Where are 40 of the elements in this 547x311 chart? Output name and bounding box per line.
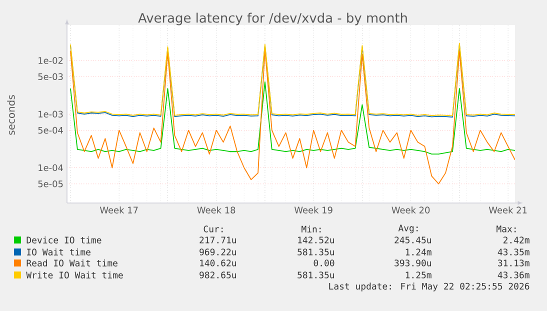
text: 217.71u [200, 236, 236, 244]
y-tick-label: 5e-05 [38, 180, 63, 188]
x-tick-label: Week 21 [488, 206, 527, 214]
x-tick-label: Week 18 [197, 206, 236, 214]
legend-label: Read IO Wait time [26, 260, 118, 266]
text: Avg: [398, 224, 418, 234]
y-tick-label: 1e-04 [38, 164, 63, 172]
y-axis-title: seconds [7, 95, 15, 135]
text: 31.13m [498, 260, 530, 266]
text: 2.42m [503, 236, 530, 244]
text: 581.35u [298, 248, 334, 256]
text: Cur: [204, 226, 223, 232]
legend-label: Device IO time [26, 236, 102, 244]
text: 982.65u [200, 272, 236, 278]
text: 969.22u [200, 248, 236, 256]
y-tick-label: 1e-03 [38, 110, 63, 118]
text: 1.24m [406, 248, 432, 256]
text: 245.45u [394, 236, 432, 244]
legend-label: IO Wait time [27, 248, 90, 256]
text: 393.90u [394, 260, 432, 266]
chart-title: Average latency for /dev/xvda - by month [138, 12, 407, 26]
text: 43.35m [498, 248, 530, 256]
legend-label: Write IO Wait time [26, 272, 123, 278]
text: Last update: Fri May 22 02:25:55 2026 [329, 282, 530, 292]
text: 140.62u [200, 260, 236, 266]
x-tick-label: Week 17 [100, 206, 138, 214]
text: Max: [496, 226, 516, 232]
text: 43.36m [498, 272, 530, 278]
text: 1.25m [406, 272, 432, 278]
text: 142.52u [298, 236, 334, 244]
y-tick-label: 1e-02 [38, 57, 63, 64]
line-series [70, 81, 516, 155]
x-tick-label: Week 20 [392, 206, 430, 214]
y-tick-label: 5e-04 [38, 126, 63, 134]
line-series [70, 49, 516, 184]
text: 0.00 [314, 260, 334, 266]
y-tick-label: 5e-03 [38, 73, 63, 80]
text: Min: [302, 226, 321, 232]
x-tick-label: Week 19 [294, 206, 332, 214]
text: 581.35u [298, 272, 334, 278]
